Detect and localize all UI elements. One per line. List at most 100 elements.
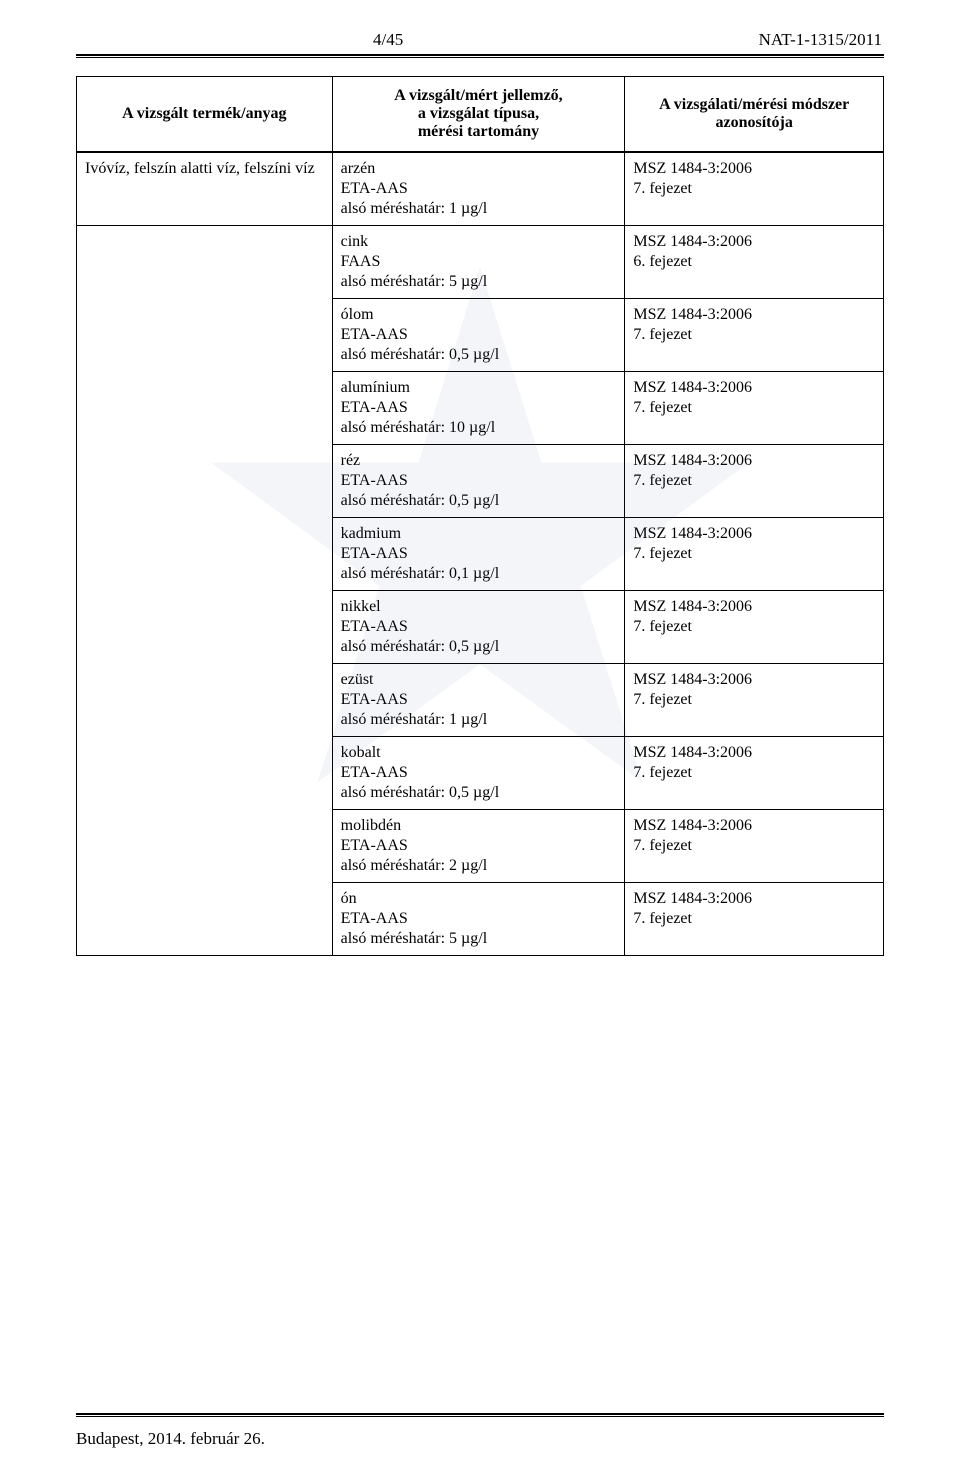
cell-line: 7. fejezet: [633, 836, 875, 856]
cell-line: ezüst: [341, 670, 617, 690]
page: 4/45 NAT-1-1315/2011 A vizsgált termék/a…: [0, 0, 960, 1477]
cell-line: MSZ 1484-3:2006: [633, 451, 875, 471]
th-char-line1: A vizsgált/mért jellemző,: [341, 87, 617, 105]
cell-line: ETA-AAS: [341, 617, 617, 637]
cell-line: ETA-AAS: [341, 836, 617, 856]
cell-line: MSZ 1484-3:2006: [633, 378, 875, 398]
characteristic-cell: kobaltETA-AASalsó méréshatár: 0,5 µg/l: [332, 737, 625, 810]
cell-line: arzén: [341, 159, 617, 179]
cell-line: MSZ 1484-3:2006: [633, 597, 875, 617]
characteristic-cell: rézETA-AASalsó méréshatár: 0,5 µg/l: [332, 445, 625, 518]
characteristic-cell: cinkFAASalsó méréshatár: 5 µg/l: [332, 226, 625, 299]
cell-line: ETA-AAS: [341, 179, 617, 199]
cell-line: MSZ 1484-3:2006: [633, 743, 875, 763]
th-product: A vizsgált termék/anyag: [77, 77, 333, 153]
cell-line: cink: [341, 232, 617, 252]
th-method: A vizsgálati/mérési módszer azonosítója: [625, 77, 884, 153]
cell-line: ón: [341, 889, 617, 909]
footer-rules: [76, 1413, 884, 1417]
cell-line: ETA-AAS: [341, 763, 617, 783]
characteristic-cell: ezüstETA-AASalsó méréshatár: 1 µg/l: [332, 664, 625, 737]
cell-line: alsó méréshatár: 0,5 µg/l: [341, 491, 617, 511]
product-cell: Ivóvíz, felszín alatti víz, felszíni víz: [77, 152, 333, 226]
characteristic-cell: ónETA-AASalsó méréshatár: 5 µg/l: [332, 883, 625, 956]
table-row: Ivóvíz, felszín alatti víz, felszíni víz…: [77, 152, 884, 226]
cell-line: ólom: [341, 305, 617, 325]
doc-ref: NAT-1-1315/2011: [759, 30, 882, 50]
cell-line: alsó méréshatár: 5 µg/l: [341, 272, 617, 292]
th-product-text: A vizsgált termék/anyag: [122, 105, 286, 122]
characteristic-cell: arzénETA-AASalsó méréshatár: 1 µg/l: [332, 152, 625, 226]
data-table: A vizsgált termék/anyag A vizsgált/mért …: [76, 76, 884, 956]
th-char-line3: mérési tartomány: [341, 123, 617, 141]
method-cell: MSZ 1484-3:20067. fejezet: [625, 737, 884, 810]
cell-line: 7. fejezet: [633, 325, 875, 345]
cell-line: 6. fejezet: [633, 252, 875, 272]
method-cell: MSZ 1484-3:20067. fejezet: [625, 152, 884, 226]
cell-line: MSZ 1484-3:2006: [633, 305, 875, 325]
table-body: Ivóvíz, felszín alatti víz, felszíni víz…: [77, 152, 884, 956]
cell-line: MSZ 1484-3:2006: [633, 159, 875, 179]
cell-line: alumínium: [341, 378, 617, 398]
method-cell: MSZ 1484-3:20067. fejezet: [625, 591, 884, 664]
cell-line: kadmium: [341, 524, 617, 544]
cell-line: 7. fejezet: [633, 690, 875, 710]
cell-line: MSZ 1484-3:2006: [633, 889, 875, 909]
cell-line: kobalt: [341, 743, 617, 763]
cell-line: MSZ 1484-3:2006: [633, 524, 875, 544]
cell-line: nikkel: [341, 597, 617, 617]
cell-line: 7. fejezet: [633, 544, 875, 564]
cell-line: MSZ 1484-3:2006: [633, 816, 875, 836]
cell-line: ETA-AAS: [341, 325, 617, 345]
cell-line: alsó méréshatár: 0,5 µg/l: [341, 783, 617, 803]
cell-line: 7. fejezet: [633, 763, 875, 783]
method-cell: MSZ 1484-3:20067. fejezet: [625, 518, 884, 591]
cell-line: alsó méréshatár: 0,5 µg/l: [341, 345, 617, 365]
cell-line: MSZ 1484-3:2006: [633, 232, 875, 252]
cell-line: alsó méréshatár: 0,1 µg/l: [341, 564, 617, 584]
th-char-line2: a vizsgálat típusa,: [341, 105, 617, 123]
table-head-row: A vizsgált termék/anyag A vizsgált/mért …: [77, 77, 884, 153]
method-cell: MSZ 1484-3:20067. fejezet: [625, 883, 884, 956]
cell-line: ETA-AAS: [341, 544, 617, 564]
cell-line: alsó méréshatár: 0,5 µg/l: [341, 637, 617, 657]
cell-line: alsó méréshatár: 1 µg/l: [341, 710, 617, 730]
cell-line: alsó méréshatár: 1 µg/l: [341, 199, 617, 219]
characteristic-cell: kadmiumETA-AASalsó méréshatár: 0,1 µg/l: [332, 518, 625, 591]
method-cell: MSZ 1484-3:20067. fejezet: [625, 445, 884, 518]
product-cell-empty: [77, 226, 333, 956]
footer-date: Budapest, 2014. február 26.: [76, 1429, 265, 1449]
cell-line: réz: [341, 451, 617, 471]
method-cell: MSZ 1484-3:20066. fejezet: [625, 226, 884, 299]
method-cell: MSZ 1484-3:20067. fejezet: [625, 664, 884, 737]
page-header: 4/45 NAT-1-1315/2011: [76, 30, 884, 54]
cell-line: ETA-AAS: [341, 909, 617, 929]
cell-line: alsó méréshatár: 10 µg/l: [341, 418, 617, 438]
cell-line: ETA-AAS: [341, 398, 617, 418]
table-row: cinkFAASalsó méréshatár: 5 µg/lMSZ 1484-…: [77, 226, 884, 299]
method-cell: MSZ 1484-3:20067. fejezet: [625, 299, 884, 372]
page-number: 4/45: [373, 30, 403, 50]
method-cell: MSZ 1484-3:20067. fejezet: [625, 810, 884, 883]
cell-line: 7. fejezet: [633, 471, 875, 491]
footer-rule-thin: [76, 1416, 884, 1417]
characteristic-cell: nikkelETA-AASalsó méréshatár: 0,5 µg/l: [332, 591, 625, 664]
header-rule-thick: [76, 54, 884, 56]
cell-line: alsó méréshatár: 5 µg/l: [341, 929, 617, 949]
th-characteristic: A vizsgált/mért jellemző, a vizsgálat tí…: [332, 77, 625, 153]
method-cell: MSZ 1484-3:20067. fejezet: [625, 372, 884, 445]
cell-line: MSZ 1484-3:2006: [633, 670, 875, 690]
th-method-line1: A vizsgálati/mérési módszer: [633, 96, 875, 114]
cell-line: alsó méréshatár: 2 µg/l: [341, 856, 617, 876]
footer-rule-thick: [76, 1413, 884, 1415]
cell-line: molibdén: [341, 816, 617, 836]
cell-line: ETA-AAS: [341, 471, 617, 491]
characteristic-cell: molibdénETA-AASalsó méréshatár: 2 µg/l: [332, 810, 625, 883]
cell-line: 7. fejezet: [633, 617, 875, 637]
characteristic-cell: ólomETA-AASalsó méréshatár: 0,5 µg/l: [332, 299, 625, 372]
cell-line: 7. fejezet: [633, 398, 875, 418]
characteristic-cell: alumíniumETA-AASalsó méréshatár: 10 µg/l: [332, 372, 625, 445]
cell-line: 7. fejezet: [633, 179, 875, 199]
cell-line: 7. fejezet: [633, 909, 875, 929]
cell-line: ETA-AAS: [341, 690, 617, 710]
